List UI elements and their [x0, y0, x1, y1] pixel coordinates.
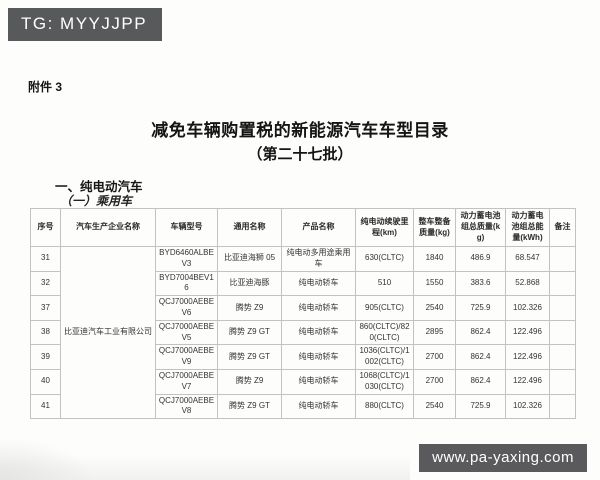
cell-product-name: 纯电动轿车	[281, 319, 356, 346]
cell-battery-mass: 862.4	[455, 368, 506, 395]
cell-battery-mass: 725.9	[455, 393, 506, 420]
cell-common-name: 腾势 Z9 GT	[217, 344, 282, 370]
cell-range: 630(CLTC)	[355, 246, 414, 272]
cell-model: QCJ7000AEBEV7	[155, 368, 218, 395]
cell-range: 1036(CLTC)/1002(CLTC)	[355, 344, 414, 370]
cell-battery-energy: 122.496	[505, 319, 550, 346]
cell-common-name: 腾势 Z9 GT	[217, 393, 282, 420]
cell-remark	[549, 368, 576, 395]
cell-battery-mass: 383.6	[455, 270, 506, 297]
cell-product-name: 纯电动轿车	[281, 368, 356, 395]
cell-no: 41	[30, 393, 61, 420]
cell-common-name: 腾势 Z9	[217, 295, 282, 321]
cell-common-name: 比亚迪海豚	[217, 270, 282, 297]
photo-artifact	[0, 440, 90, 480]
cell-common-name: 腾势 Z9	[217, 368, 282, 395]
telegram-watermark: TG: MYYJJPP	[8, 8, 163, 41]
cell-model: QCJ7000AEBEV6	[155, 295, 218, 321]
cell-remark	[549, 246, 576, 272]
table-row: 38 QCJ7000AEBEV5 腾势 Z9 GT 纯电动轿车 860(CLTC…	[30, 319, 576, 346]
cell-range: 1068(CLTC)/1030(CLTC)	[355, 368, 414, 395]
subsection-heading: （一）乘用车	[60, 194, 133, 208]
cell-common-name: 腾势 Z9 GT	[217, 319, 282, 346]
document-title: 减免车辆购置税的新能源汽车车型目录	[151, 121, 449, 140]
cell-curb-mass: 2895	[413, 319, 456, 346]
cell-no: 32	[30, 270, 61, 297]
cell-battery-energy: 102.326	[505, 393, 550, 420]
cell-curb-mass: 2540	[413, 393, 456, 420]
header-battery-energy: 动力蓄电池组总能量(kWh)	[505, 208, 550, 247]
cell-model: QCJ7000AEBEV8	[155, 393, 218, 420]
cell-remark	[549, 393, 576, 420]
cell-product-name: 纯电动轿车	[281, 295, 356, 321]
header-manufacturer: 汽车生产企业名称	[60, 208, 156, 247]
cell-range: 880(CLTC)	[355, 393, 414, 420]
cell-range: 905(CLTC)	[355, 295, 414, 321]
cell-manufacturer: 比亚迪汽车工业有限公司	[60, 245, 156, 420]
table-row: 39 QCJ7000AEBEV9 腾势 Z9 GT 纯电动轿车 1036(CLT…	[30, 344, 576, 370]
cell-remark	[549, 344, 576, 370]
header-remark: 备注	[549, 208, 576, 247]
header-no: 序号	[30, 208, 61, 247]
cell-remark	[549, 295, 576, 321]
header-range: 纯电动续驶里程(km)	[355, 208, 414, 247]
header-product-name: 产品名称	[281, 208, 356, 247]
cell-curb-mass: 1840	[413, 246, 456, 272]
header-model: 车辆型号	[155, 208, 218, 247]
catalog-table-header: 序号 汽车生产企业名称 车辆型号 通用名称 产品名称 纯电动续驶里程(km) 整…	[30, 208, 576, 247]
cell-model: BYD7004BEV16	[155, 270, 218, 297]
cell-model: QCJ7000AEBEV5	[155, 319, 218, 346]
cell-battery-mass: 725.9	[455, 295, 506, 321]
cell-battery-energy: 122.496	[505, 344, 550, 370]
cell-range: 510	[355, 270, 414, 297]
cell-no: 38	[30, 319, 61, 346]
cell-no: 37	[30, 295, 61, 321]
cell-product-name: 纯电动轿车	[281, 344, 356, 370]
attachment-label: 附件 3	[28, 80, 63, 94]
cell-battery-energy: 122.496	[505, 368, 550, 395]
cell-model: QCJ7000AEBEV9	[155, 344, 218, 370]
cell-battery-mass: 862.4	[455, 319, 506, 346]
website-watermark: www.pa-yaxing.com	[419, 444, 587, 472]
cell-range: 860(CLTC)/820(CLTC)	[355, 319, 414, 346]
document-subtitle: （第二十七批）	[247, 146, 353, 163]
cell-remark	[549, 270, 576, 297]
header-common-name: 通用名称	[217, 208, 282, 247]
cell-no: 31	[30, 246, 61, 272]
cell-curb-mass: 2700	[413, 344, 456, 370]
section-heading: 一、纯电动汽车	[55, 180, 143, 194]
cell-model: BYD6460ALBEV3	[155, 246, 218, 272]
cell-battery-mass: 862.4	[455, 344, 506, 370]
cell-battery-energy: 102.326	[505, 295, 550, 321]
table-row: 37 QCJ7000AEBEV6 腾势 Z9 纯电动轿车 905(CLTC) 2…	[30, 295, 576, 321]
cell-common-name: 比亚迪海狮 05	[217, 246, 282, 272]
cell-product-name: 纯电动轿车	[281, 393, 356, 420]
catalog-table: 序号 汽车生产企业名称 车辆型号 通用名称 产品名称 纯电动续驶里程(km) 整…	[30, 208, 576, 420]
catalog-table-body: 31 比亚迪汽车工业有限公司 BYD6460ALBEV3 比亚迪海狮 05 纯电动…	[30, 245, 576, 420]
cell-curb-mass: 2540	[413, 295, 456, 321]
cell-no: 40	[30, 368, 61, 395]
header-battery-mass: 动力蓄电池组总质量(kg)	[455, 208, 506, 247]
table-row: 32 BYD7004BEV16 比亚迪海豚 纯电动轿车 510 1550 383…	[30, 270, 576, 297]
cell-curb-mass: 1550	[413, 270, 456, 297]
cell-curb-mass: 2700	[413, 368, 456, 395]
cell-battery-energy: 68.547	[505, 246, 550, 272]
table-row: 41 QCJ7000AEBEV8 腾势 Z9 GT 纯电动轿车 880(CLTC…	[30, 393, 576, 420]
cell-product-name: 纯电动轿车	[281, 270, 356, 297]
cell-battery-energy: 52.868	[505, 270, 550, 297]
table-row: 31 比亚迪汽车工业有限公司 BYD6460ALBEV3 比亚迪海狮 05 纯电动…	[30, 245, 576, 420]
cell-remark	[549, 319, 576, 346]
table-row: 40 QCJ7000AEBEV7 腾势 Z9 纯电动轿车 1068(CLTC)/…	[30, 368, 576, 395]
header-curb-mass: 整车整备质量(kg)	[413, 208, 456, 247]
cell-battery-mass: 486.9	[455, 246, 506, 272]
cell-no: 39	[30, 344, 61, 370]
cell-product-name: 纯电动多用途乘用车	[281, 246, 356, 272]
